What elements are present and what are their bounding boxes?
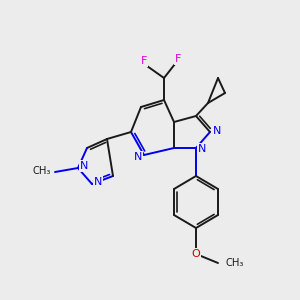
Text: O: O <box>192 249 200 259</box>
Text: N: N <box>198 144 206 154</box>
Text: CH₃: CH₃ <box>33 166 51 176</box>
Text: N: N <box>80 161 88 171</box>
Text: F: F <box>175 54 181 64</box>
Text: N: N <box>213 126 221 136</box>
Text: N: N <box>94 177 102 187</box>
Text: N: N <box>134 152 142 162</box>
Text: F: F <box>141 56 147 66</box>
Text: CH₃: CH₃ <box>226 258 244 268</box>
